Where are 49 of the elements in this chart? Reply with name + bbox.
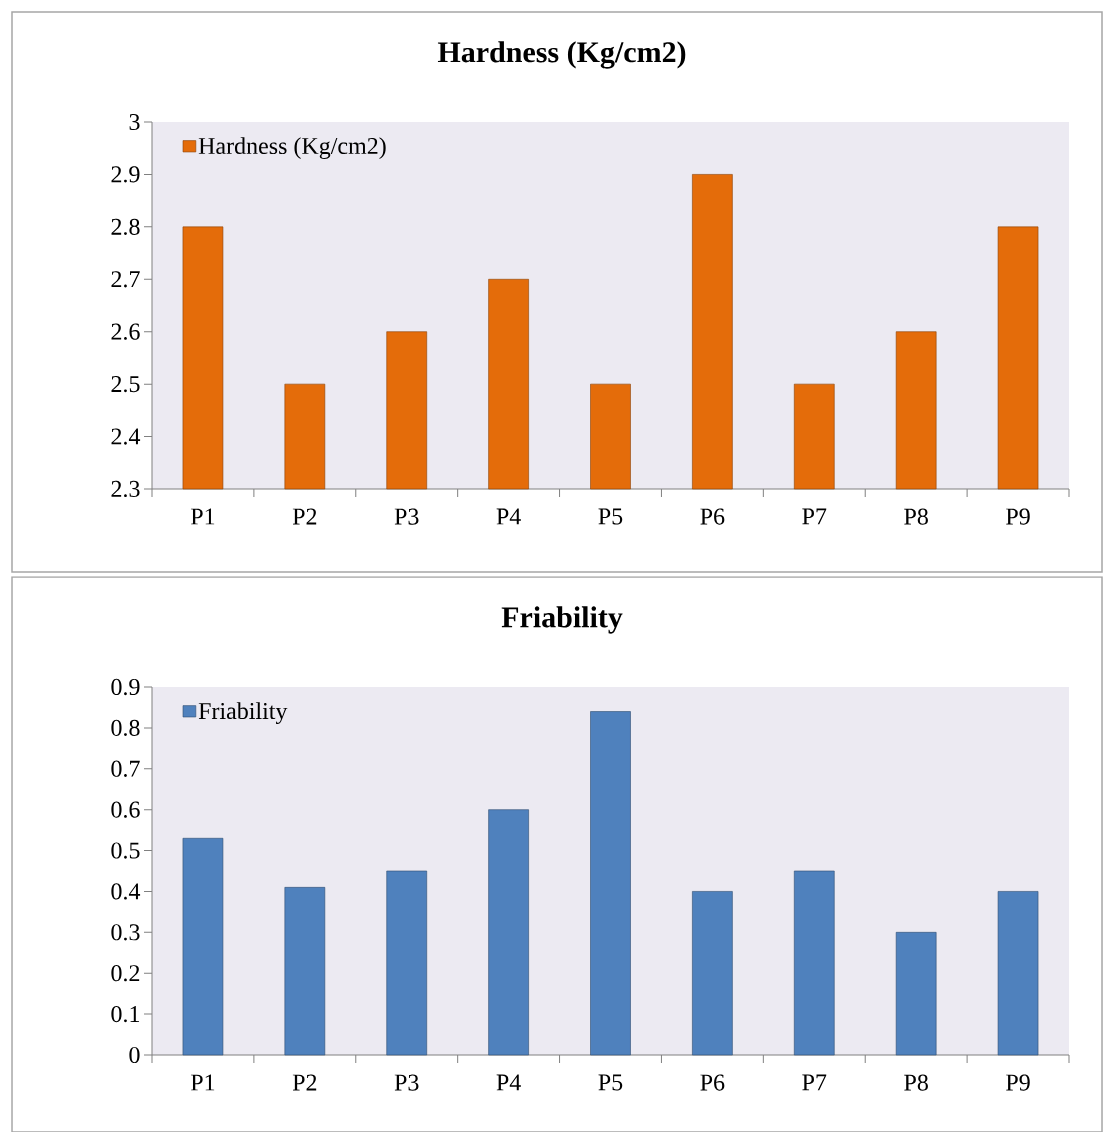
x-tick-label: P6 [700,1074,725,1091]
y-tick-label: 2.7 [111,271,140,288]
y-tick-label: 0.2 [111,965,140,982]
x-tick-label: P2 [292,508,317,525]
x-tick-label: P8 [904,508,928,525]
x-tick-label: P6 [700,508,725,525]
bar [590,711,631,1056]
bar [284,887,326,1056]
bar [386,870,428,1056]
y-tick-label: 0.4 [111,883,141,900]
x-tick-label: P3 [394,1074,419,1091]
x-tick-label: P3 [394,508,419,525]
y-tick-label: 0 [129,1046,140,1064]
y-tick-label: 2.4 [111,428,141,445]
x-tick-label: P9 [1006,1074,1030,1091]
y-tick-label: 2.6 [111,323,140,340]
y-tick-label: 0.5 [111,842,140,859]
bar [182,837,224,1056]
x-tick-label: P9 [1006,508,1030,525]
bar [997,891,1039,1056]
x-tick-label: P5 [598,508,623,525]
y-tick-label: 0.1 [111,1005,140,1023]
bar [488,809,529,1056]
x-tick-label: P1 [190,1074,215,1091]
x-tick-label: P7 [802,1074,827,1091]
x-tick-label: P4 [496,1074,521,1091]
y-tick-label: 2.5 [111,376,140,393]
x-tick-label: P2 [292,1074,317,1091]
y-tick-label: 0.9 [111,678,140,696]
x-tick-label: P8 [904,1074,928,1091]
y-tick-label: 0.8 [111,719,140,737]
x-tick-label: P7 [802,508,827,525]
legend-label: Hardness (Kg/cm2) [198,137,386,160]
bar [793,870,835,1056]
bar [692,891,733,1056]
x-tick-label: P5 [598,1074,623,1091]
x-tick-label: P1 [190,508,215,525]
y-tick-label: 2.8 [111,218,140,235]
y-tick-label: 2.9 [111,166,140,183]
y-tick-label: 0.3 [111,924,140,941]
chart-title: Friability [501,606,623,634]
y-tick-label: 0.6 [111,801,140,818]
y-tick-label: 0.7 [111,760,140,777]
bar [895,932,937,1056]
y-tick-label: 3 [129,113,140,131]
chart-title: Hardness (Kg/cm2) [437,41,686,69]
x-tick-label: P4 [496,508,521,525]
y-tick-label: 2.3 [111,480,140,498]
legend-label: Friability [198,702,288,725]
